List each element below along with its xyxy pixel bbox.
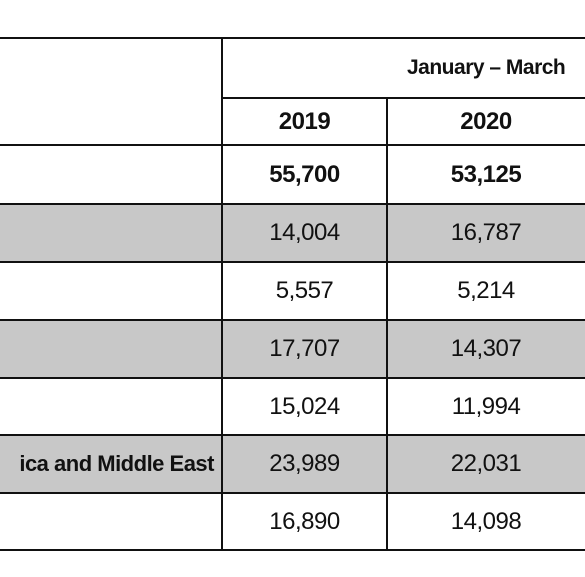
rule xyxy=(0,492,585,494)
value-cell: 15,024 xyxy=(269,392,340,420)
rule xyxy=(0,203,585,205)
value-cell: 14,004 xyxy=(269,219,340,246)
column-rule xyxy=(386,97,388,550)
value-cell: 17,707 xyxy=(269,335,340,362)
rule xyxy=(0,549,585,551)
value-cell: 14,307 xyxy=(450,335,522,362)
value-cell: 16,890 xyxy=(269,507,340,535)
value-cell: 14,098 xyxy=(450,507,522,535)
value-cell: 23,989 xyxy=(269,450,340,477)
rule xyxy=(0,37,585,39)
value-cell: 53,125 xyxy=(450,160,522,188)
row-label: ica and Middle East xyxy=(19,451,214,476)
rule xyxy=(0,434,585,436)
value-cell: 16,787 xyxy=(450,219,522,246)
column-rule xyxy=(221,37,223,550)
rule xyxy=(0,377,585,379)
rule xyxy=(0,144,585,146)
value-cell: 55,700 xyxy=(269,160,340,188)
row-shade xyxy=(0,204,585,262)
year-header: 2019 xyxy=(278,107,331,135)
row-shade xyxy=(0,435,585,493)
rule xyxy=(222,97,585,99)
value-cell: 11,994 xyxy=(451,392,521,420)
year-header: 2020 xyxy=(460,107,512,135)
rule xyxy=(0,319,585,321)
period-header: January – March xyxy=(407,56,566,79)
row-shade xyxy=(0,320,585,378)
value-cell: 5,214 xyxy=(457,277,515,304)
value-cell: 22,031 xyxy=(450,450,522,477)
value-cell: 5,557 xyxy=(275,277,334,304)
rule xyxy=(0,261,585,263)
